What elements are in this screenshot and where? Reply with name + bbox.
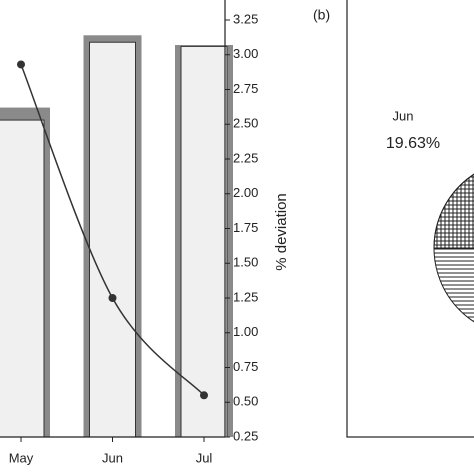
bar (89, 41, 136, 438)
bar (0, 119, 45, 438)
y-tick-label: 2.00 (233, 185, 258, 200)
y-axis-label: % deviation (273, 193, 290, 271)
point (17, 60, 25, 69)
y-tick-label: 0.25 (233, 428, 258, 443)
y-tick-label: 1.75 (233, 220, 258, 235)
y-tick-label: 2.25 (233, 150, 258, 165)
y-tick-label: 2.75 (233, 81, 258, 96)
y-tick-label: 2.50 (233, 116, 258, 131)
point (108, 294, 117, 302)
y-tick-label: 1.25 (233, 289, 258, 304)
pie-slice (433, 173, 474, 249)
slice-value: 19.63% (386, 135, 440, 152)
y-tick-label: 3.25 (233, 11, 258, 26)
line (20, 64, 205, 396)
x-tick-label: May (9, 450, 34, 465)
y-tick-label: 1.00 (233, 324, 258, 339)
x-tick-label: Jun (102, 450, 123, 465)
point (200, 391, 208, 400)
slice-name: Jun (393, 108, 414, 123)
panel-label: (b) (313, 7, 330, 23)
bar (180, 45, 228, 438)
y-tick-label: 0.75 (233, 359, 258, 374)
x-tick-label: Jul (196, 450, 213, 465)
y-tick-label: 0.50 (233, 394, 258, 409)
panel-frame (346, 0, 474, 438)
y-tick-label: 3.00 (233, 46, 258, 61)
y-tick-label: 1.50 (233, 255, 258, 270)
